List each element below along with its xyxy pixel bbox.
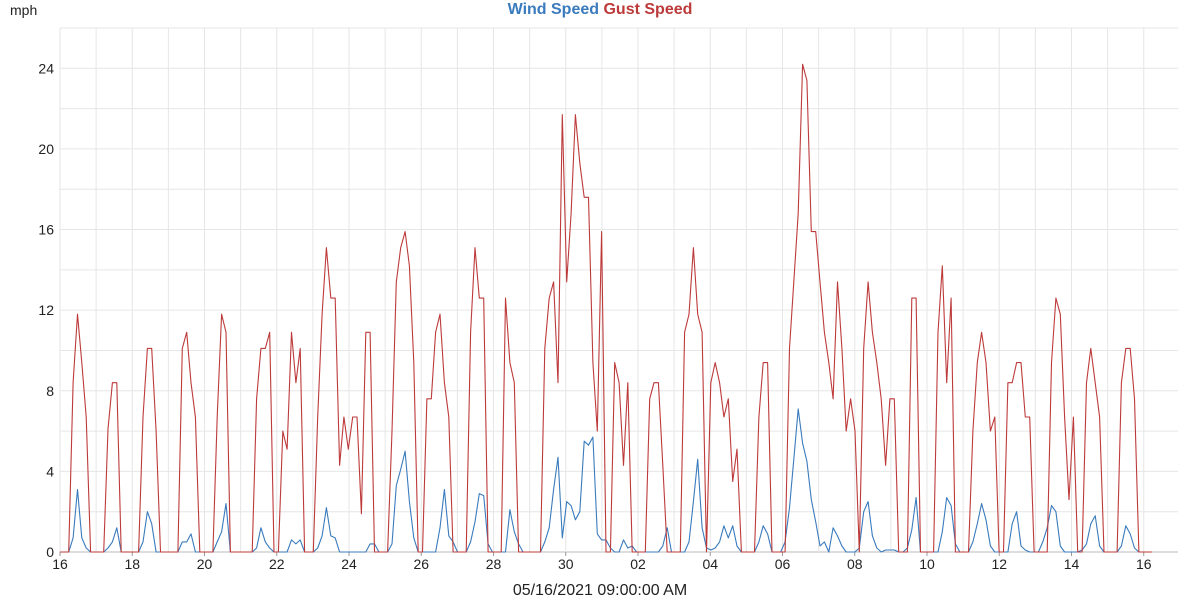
- x-tick-label: 06: [775, 556, 791, 572]
- x-axis-ticks: 16 18 20 22 24 26 28 30 02 04 06 08 10 12 14 16: [52, 552, 1152, 572]
- y-tick-label: 8: [46, 383, 54, 399]
- y-tick-label: 24: [38, 60, 54, 76]
- x-tick-label: 04: [702, 556, 718, 572]
- gridlines: [59, 27, 1178, 553]
- x-tick-label: 16: [1136, 556, 1152, 572]
- y-axis-label: mph: [10, 2, 38, 18]
- legend: Wind Speed Gust Speed: [0, 0, 1200, 20]
- x-tick-label: 22: [269, 556, 285, 572]
- y-tick-label: 12: [38, 302, 54, 318]
- y-tick-label: 0: [46, 544, 54, 560]
- x-tick-label: 14: [1064, 556, 1080, 572]
- x-tick-label: 18: [124, 556, 140, 572]
- gust-speed-line: [60, 63, 1152, 553]
- x-tick-label: 30: [558, 556, 574, 572]
- series-lines: [60, 63, 1152, 553]
- x-tick-label: 24: [341, 556, 357, 572]
- x-tick-label: 26: [413, 556, 429, 572]
- legend-gust-speed[interactable]: Gust Speed: [603, 1, 693, 18]
- y-tick-label: 16: [38, 222, 54, 238]
- legend-wind-speed[interactable]: Wind Speed: [507, 1, 600, 18]
- x-tick-label: 16: [52, 556, 68, 572]
- x-tick-label: 28: [486, 556, 502, 572]
- x-tick-label: 02: [630, 556, 646, 572]
- x-tick-label: 12: [991, 556, 1007, 572]
- y-tick-label: 4: [46, 463, 54, 479]
- x-tick-label: 10: [919, 556, 935, 572]
- x-tick-label: 20: [197, 556, 213, 572]
- x-tick-label: 08: [847, 556, 863, 572]
- y-tick-label: 20: [38, 141, 54, 157]
- cursor-time-label: 05/16/2021 09:00:00 AM: [512, 582, 688, 599]
- y-axis-ticks: 0 4 8 12 16 20 24: [38, 60, 54, 560]
